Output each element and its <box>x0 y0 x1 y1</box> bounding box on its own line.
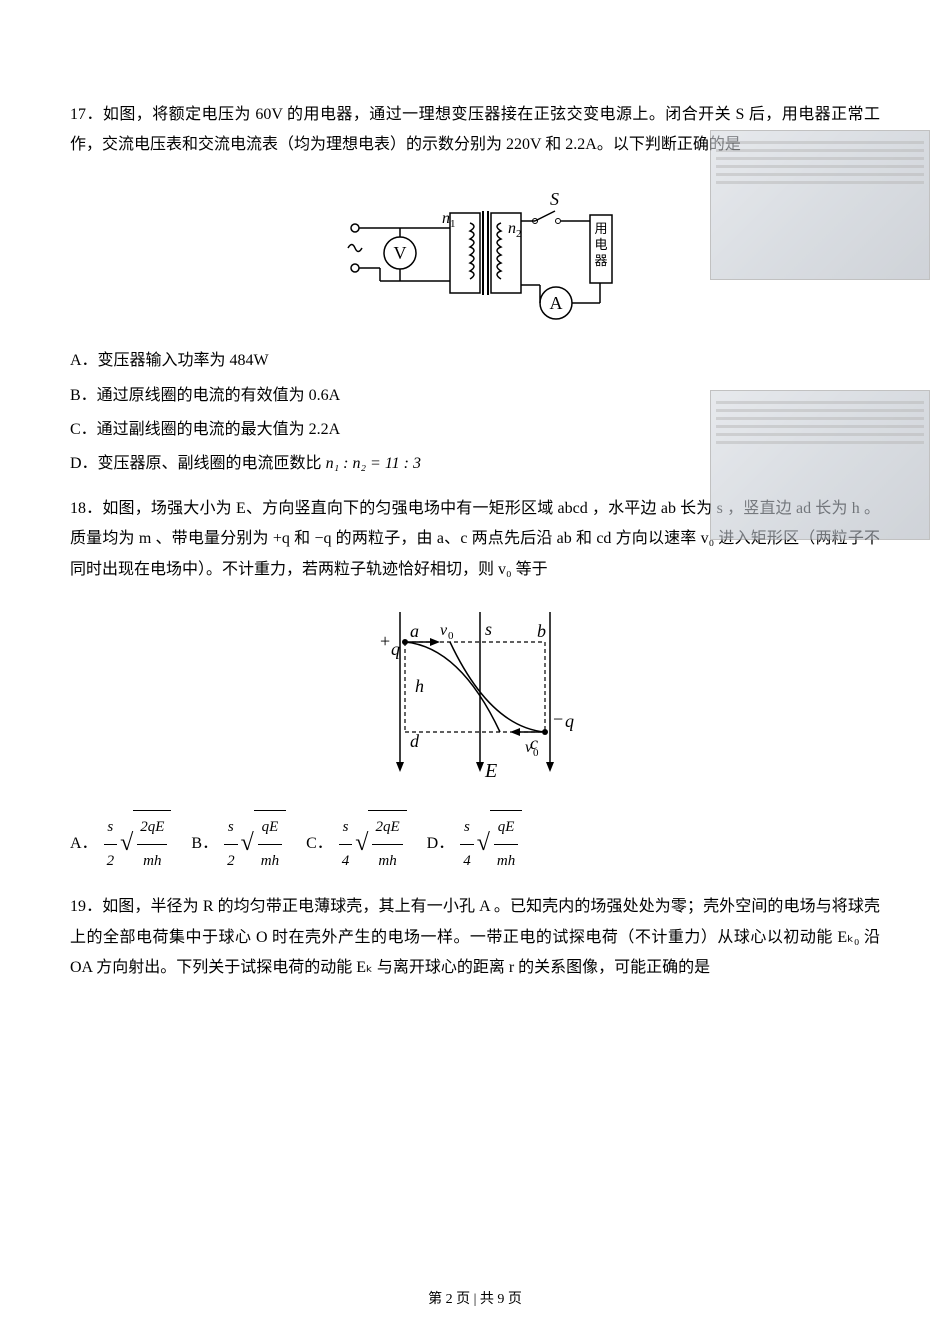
q17-d-math: n₁ : n₂ = 11 : 3 <box>322 455 421 472</box>
svg-text:+: + <box>380 631 390 651</box>
rad-num: qE <box>494 811 518 845</box>
q17-number: 17． <box>70 106 103 123</box>
q19-text: 19．如图，半径为 R 的均匀带正电薄球壳，其上有一小孔 A 。已知壳内的场强处… <box>70 892 880 983</box>
frac-num: s <box>339 811 353 845</box>
svg-text:q: q <box>565 711 574 731</box>
rad-den: mh <box>372 845 402 878</box>
svg-text:A: A <box>550 293 563 313</box>
svg-text:n: n <box>442 210 450 227</box>
svg-text:V: V <box>394 243 407 263</box>
question-19: 19．如图，半径为 R 的均匀带正电薄球壳，其上有一小孔 A 。已知壳内的场强处… <box>70 892 880 983</box>
rad-den: mh <box>258 845 282 878</box>
svg-text:v: v <box>525 739 533 756</box>
q18-number: 18． <box>70 500 102 517</box>
q18-options: A． s2√2qEmh B． s2√qEmh C． s4√2qEmh D． s4… <box>70 810 880 878</box>
q18-opt-b: B． s2√qEmh <box>191 835 290 852</box>
frac-num: s <box>104 811 118 845</box>
rad-num: 2qE <box>137 811 167 845</box>
rad-num: qE <box>258 811 282 845</box>
svg-text:0: 0 <box>448 630 454 642</box>
q19-number: 19． <box>70 898 102 915</box>
svg-text:E: E <box>484 760 497 782</box>
rad-num: 2qE <box>372 811 402 845</box>
svg-text:h: h <box>415 676 424 696</box>
svg-text:s: s <box>485 619 492 639</box>
frac-den: 4 <box>460 845 474 878</box>
svg-text:q: q <box>391 639 400 659</box>
rad-den: mh <box>137 845 167 878</box>
svg-text:S: S <box>550 189 559 209</box>
svg-text:−: − <box>553 709 563 729</box>
svg-text:电: 电 <box>594 237 607 252</box>
q19-body: 如图，半径为 R 的均匀带正电薄球壳，其上有一小孔 A 。已知壳内的场强处处为零… <box>70 898 880 976</box>
svg-text:用: 用 <box>594 221 607 236</box>
q18-opt-a: A． s2√2qEmh <box>70 835 175 852</box>
svg-text:v: v <box>440 622 448 639</box>
frac-den: 4 <box>339 845 353 878</box>
svg-text:0: 0 <box>533 747 539 759</box>
frac-num: s <box>224 811 238 845</box>
svg-text:a: a <box>410 621 419 641</box>
svg-text:2: 2 <box>516 228 522 240</box>
svg-text:b: b <box>537 621 546 641</box>
svg-text:1: 1 <box>450 218 456 230</box>
q18-opt-c: C． s4√2qEmh <box>306 835 411 852</box>
rad-den: mh <box>494 845 518 878</box>
svg-text:d: d <box>410 731 420 751</box>
q17-d-pre: D．变压器原、副线圈的电流匝数比 <box>70 455 322 472</box>
svg-text:n: n <box>508 220 516 237</box>
q18-diagram: a b d c + q v 0 s h − q v 0 <box>70 597 880 798</box>
q18-opt-d: D． s4√qEmh <box>427 835 523 852</box>
thumbnail-image-2 <box>710 390 930 540</box>
frac-den: 2 <box>104 845 118 878</box>
page-footer: 第 2 页 | 共 9 页 <box>0 1287 950 1314</box>
question-18: 18．如图，场强大小为 E、方向竖直向下的匀强电场中有一矩形区域 abcd ，水… <box>70 494 880 879</box>
thumbnail-image-1 <box>710 130 930 280</box>
q17-option-a: A．变压器输入功率为 484W <box>70 346 880 376</box>
frac-num: s <box>460 811 474 845</box>
frac-den: 2 <box>224 845 238 878</box>
svg-text:器: 器 <box>594 253 607 268</box>
